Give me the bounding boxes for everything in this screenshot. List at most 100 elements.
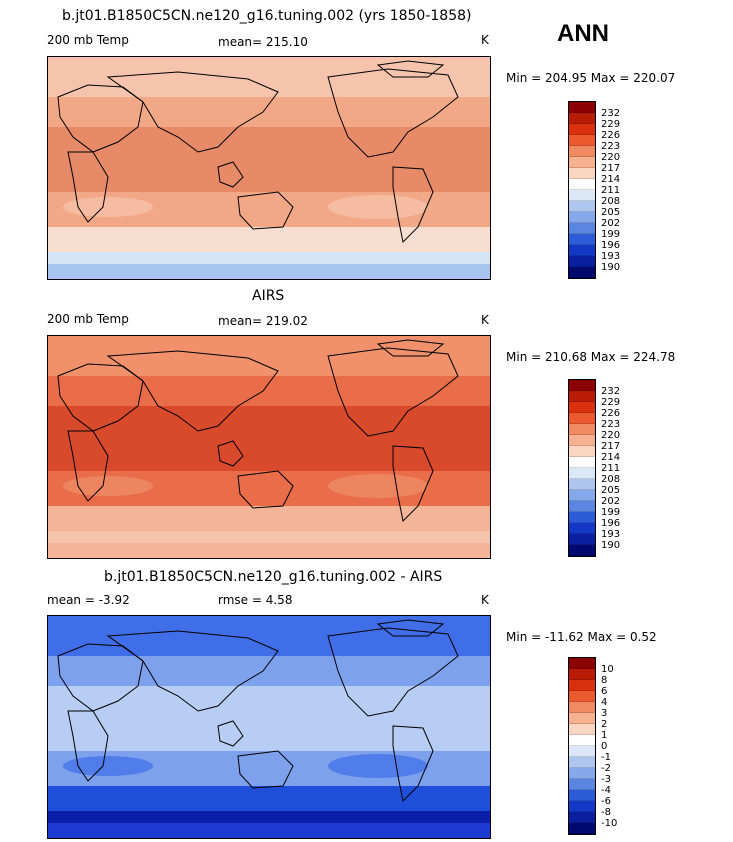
colorbar-swatch [569, 545, 595, 556]
coastline [57, 84, 144, 153]
colorbar-swatch [569, 702, 595, 713]
colorbar-tick-label: 217 [601, 163, 621, 174]
panel3-map [47, 615, 491, 839]
colorbar-tick-label: -8 [601, 807, 611, 818]
colorbar-swatch [569, 223, 595, 234]
contour-band [48, 376, 490, 406]
colorbar-swatch [569, 267, 595, 278]
colorbar-tick-label: -10 [601, 818, 618, 829]
colorbar-swatch [569, 746, 595, 757]
panel1-map [47, 56, 491, 280]
colorbar-swatch [569, 801, 595, 812]
panel2-colorbar [568, 379, 596, 557]
contour-band [48, 823, 490, 838]
coastline [67, 710, 109, 782]
colorbar-swatch [569, 435, 595, 446]
colorbar-tick-label: 220 [601, 430, 621, 441]
colorbar-swatch [569, 534, 595, 545]
colorbar-swatch [569, 501, 595, 512]
colorbar-swatch [569, 735, 595, 746]
contour-band [48, 531, 490, 543]
coastline [327, 627, 459, 717]
colorbar-swatch [569, 790, 595, 801]
colorbar-swatch [569, 490, 595, 501]
coastline [67, 151, 109, 223]
contour-blob [63, 476, 153, 496]
contour-band [48, 264, 490, 279]
coastline [217, 161, 244, 188]
colorbar-swatch [569, 146, 595, 157]
coastline [392, 166, 434, 244]
colorbar-tick-label: -4 [601, 785, 611, 796]
contour-blob [63, 197, 153, 217]
colorbar-tick-label: 4 [601, 697, 608, 708]
colorbar-tick-label: -1 [601, 752, 611, 763]
panel3-colorbar-labels: 10 8 6 4 3 2 1 0 -1 -2 -3 -4 -6 -8 -10 [601, 658, 617, 829]
contour-blob [218, 406, 398, 446]
panel1-variable-label: 200 mb Temp [47, 33, 129, 47]
coastline [376, 619, 445, 637]
colorbar-swatch [569, 768, 595, 779]
contour-blob [108, 413, 228, 449]
season-label: ANN [557, 20, 609, 47]
contour-band [48, 786, 490, 811]
colorbar-swatch [569, 424, 595, 435]
contour-blob [108, 693, 228, 729]
colorbar-tick-label: 214 [601, 452, 621, 463]
panel1-title: b.jt01.B1850C5CN.ne120_g16.tuning.002 (y… [62, 8, 472, 24]
colorbar-tick-label: 190 [601, 540, 621, 551]
colorbar-tick-label: 8 [601, 675, 608, 686]
panel1-unit: K [481, 33, 489, 47]
colorbar-tick-label: 214 [601, 174, 621, 185]
coastline [376, 339, 445, 357]
colorbar-tick-label: 0 [601, 741, 608, 752]
colorbar-swatch [569, 523, 595, 534]
colorbar-tick-label: 211 [601, 185, 621, 196]
coastline [237, 750, 294, 789]
colorbar-tick-label: 232 [601, 108, 621, 119]
colorbar-swatch [569, 245, 595, 256]
colorbar-tick-label: 199 [601, 507, 621, 518]
colorbar-swatch [569, 691, 595, 702]
colorbar-tick-label: 226 [601, 408, 621, 419]
colorbar-tick-label: -2 [601, 763, 611, 774]
colorbar-swatch [569, 512, 595, 523]
contour-blob [218, 127, 398, 167]
panel3-title: b.jt01.B1850C5CN.ne120_g16.tuning.002 - … [104, 569, 443, 585]
coastline [392, 445, 434, 523]
colorbar-tick-label: -6 [601, 796, 611, 807]
panel2-variable-label: 200 mb Temp [47, 312, 129, 326]
colorbar-tick-label: 193 [601, 529, 621, 540]
colorbar-swatch [569, 402, 595, 413]
colorbar-tick-label: 202 [601, 496, 621, 507]
colorbar-swatch [569, 680, 595, 691]
colorbar-tick-label: 223 [601, 419, 621, 430]
coastline [392, 725, 434, 803]
colorbar-tick-label: 196 [601, 240, 621, 251]
coastline [327, 347, 459, 437]
panel1-minmax: Min = 204.95 Max = 220.07 [506, 71, 676, 85]
colorbar-tick-label: 10 [601, 664, 614, 675]
colorbar-tick-label: 229 [601, 119, 621, 130]
colorbar-tick-label: 208 [601, 474, 621, 485]
panel1-colorbar [568, 101, 596, 279]
coastline [106, 350, 279, 432]
colorbar-swatch [569, 190, 595, 201]
colorbar-swatch [569, 234, 595, 245]
panel1-colorbar-labels: 232 229 226 223 220 217 214 211 208 205 202 199 196 1… [601, 102, 620, 273]
colorbar-swatch [569, 179, 595, 190]
colorbar-tick-label: 202 [601, 218, 621, 229]
colorbar-swatch [569, 479, 595, 490]
contour-band [48, 543, 490, 558]
coastline [217, 720, 244, 747]
colorbar-swatch [569, 757, 595, 768]
colorbar-swatch [569, 135, 595, 146]
colorbar-swatch [569, 413, 595, 424]
panel3-colorbar [568, 657, 596, 835]
colorbar-swatch [569, 724, 595, 735]
colorbar-swatch [569, 468, 595, 479]
colorbar-swatch [569, 779, 595, 790]
colorbar-tick-label: -3 [601, 774, 611, 785]
panel2-mean-label: mean= 219.02 [218, 314, 308, 328]
panel3-unit: K [481, 593, 489, 607]
